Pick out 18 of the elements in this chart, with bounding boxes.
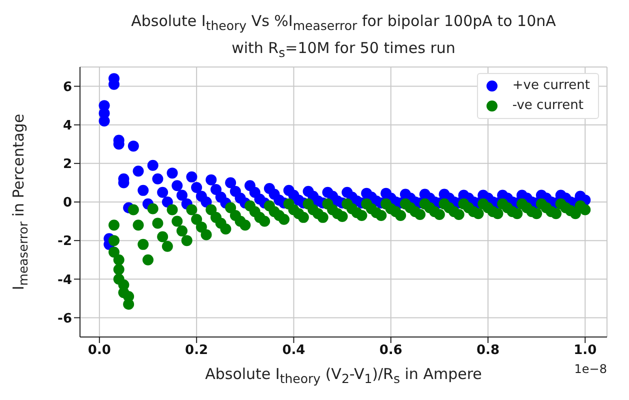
y-tick-label: 4 — [62, 118, 72, 134]
y-tick-label: -4 — [58, 272, 72, 288]
x-tick-label: 0.4 — [282, 343, 306, 358]
text: 1e−8 — [574, 362, 607, 376]
x-tick-label: 0.8 — [476, 343, 500, 358]
y-tick-label: 2 — [62, 157, 72, 172]
chart-title: Absolute I$_{theory}$ Vs %I$_{measerror}$ for bipolar 100pA to 10nA with R$_{s}$=10M for 50 times run — [131, 12, 556, 60]
y-tick-label: 0 — [62, 196, 72, 211]
y-tick-label: -2 — [58, 234, 72, 250]
legend-label: +ve current — [512, 77, 590, 95]
x-tick-label: 0.6 — [379, 343, 402, 358]
text: Absolute I$_{theory}$ (V$_{2}$-V$_{1}$)/R$_{s}$ in Ampere — [205, 365, 482, 386]
x-tick-label: 1.0 — [574, 343, 597, 358]
x-tick-label: 0.2 — [185, 343, 208, 358]
x-tick-label: 0.0 — [88, 343, 111, 358]
y-tick-label: -6 — [58, 311, 72, 326]
legend-label: -ve current — [512, 97, 584, 115]
y-tick-label: 6 — [62, 80, 72, 95]
